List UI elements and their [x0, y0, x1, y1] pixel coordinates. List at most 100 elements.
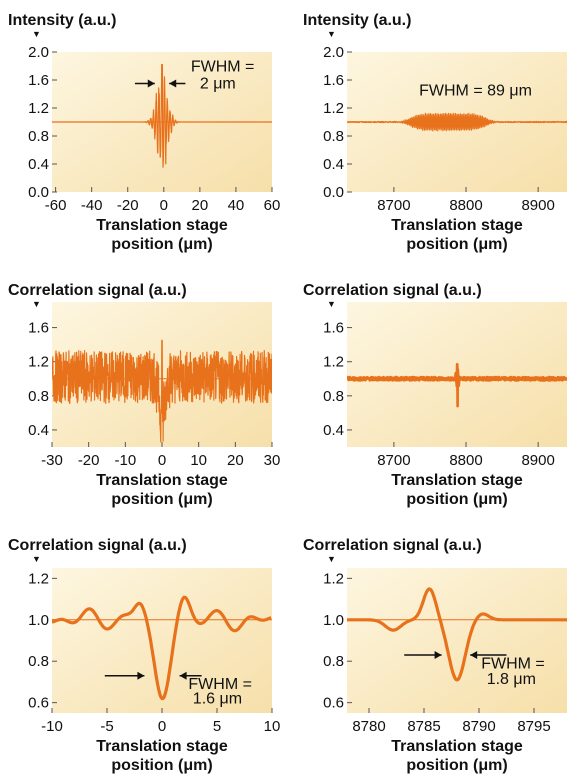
y-axis-label: Intensity (a.u.) [8, 12, 116, 29]
fwhm-annotation: FWHM = 89 μm [419, 82, 532, 99]
plot-area [347, 568, 567, 713]
x-tick-label: -30 [41, 452, 63, 469]
axis-marker-icon: ▼ [32, 299, 41, 309]
y-axis-label: Intensity (a.u.) [303, 12, 411, 29]
chart-panel-bottom-left: ▼Correlation signal (a.u.) 0.6 0.8 1.0 1.2 -1… [8, 537, 280, 774]
fwhm-annotation-line1: FWHM = [191, 59, 255, 76]
y-tick-label: 0.8 [323, 653, 344, 670]
x-axis-label-line1: Translation stage [391, 738, 523, 755]
chart-panel-top-left: ▼Intensity (a.u.) 0.0 0.4 0.8 1.2 1.6 2.0 -60 -4… [8, 12, 280, 253]
fwhm-annotation-line1: FWHM = [188, 676, 252, 693]
fwhm-annotation-line2: 2 μm [200, 75, 236, 92]
y-tick-label: 0.4 [28, 422, 49, 439]
x-tick-label: -10 [114, 452, 136, 469]
y-axis-label: Correlation signal (a.u.) [8, 282, 187, 299]
x-tick-label: 0 [158, 452, 166, 469]
x-tick-label: 8800 [449, 452, 482, 469]
chart-panel-middle-left: ▼Correlation signal (a.u.) 0.4 0.8 1.2 1.6 -3… [8, 282, 280, 508]
x-axis-label-line2: position (μm) [111, 757, 212, 774]
x-tick-label: 0 [160, 197, 168, 214]
y-tick-label: 0.4 [323, 422, 344, 439]
fwhm-arrow-left-head-icon [137, 671, 145, 680]
y-tick-label: 1.2 [28, 570, 49, 587]
fwhm-arrow-right-head-icon [169, 79, 177, 88]
x-axis-label-line2: position (μm) [406, 236, 507, 253]
x-tick-label: -20 [117, 197, 139, 214]
plot-area [52, 568, 272, 713]
y-tick-label: 0.8 [323, 128, 344, 145]
signal-trace [52, 595, 272, 701]
x-axis-label-line2: position (μm) [111, 236, 212, 253]
signal-trace [347, 363, 567, 408]
y-axis-label: Correlation signal (a.u.) [303, 537, 482, 554]
x-tick-label: 10 [264, 718, 281, 735]
y-tick-label: 1.2 [28, 100, 49, 117]
axis-marker-icon: ▼ [32, 29, 41, 39]
y-tick-label: 1.6 [323, 72, 344, 89]
x-tick-label: 8795 [517, 718, 550, 735]
x-tick-label: 30 [264, 452, 281, 469]
x-tick-label: 8800 [449, 197, 482, 214]
x-tick-label: -40 [81, 197, 103, 214]
x-tick-label: 8780 [352, 718, 385, 735]
y-tick-label: 1.2 [28, 354, 49, 371]
x-axis-label-line1: Translation stage [391, 217, 523, 234]
axis-marker-icon: ▼ [327, 554, 336, 564]
y-tick-label: 2.0 [28, 44, 49, 61]
y-tick-label: 1.0 [28, 612, 49, 629]
y-tick-label: 0.0 [28, 184, 49, 201]
axis-marker-icon: ▼ [32, 554, 41, 564]
y-tick-label: 0.4 [28, 156, 49, 173]
fwhm-annotation-line2: 1.8 μm [487, 671, 536, 688]
chart-panel-middle-right: ▼Correlation signal (a.u.) 0.4 0.8 1.2 1.6 87… [303, 282, 567, 508]
y-tick-label: 1.6 [28, 72, 49, 89]
fwhm-arrow-right-head-icon [179, 671, 187, 680]
x-tick-label: 8700 [377, 452, 410, 469]
y-tick-label: 0.8 [28, 388, 49, 405]
x-axis-label-line2: position (μm) [406, 757, 507, 774]
x-tick-label: -60 [45, 197, 67, 214]
x-axis-label-line2: position (μm) [111, 491, 212, 508]
fwhm-arrow-right-head-icon [470, 651, 478, 659]
fwhm-arrow-left-head-icon [434, 651, 442, 659]
x-tick-label: -5 [100, 718, 113, 735]
x-axis-label-line2: position (μm) [406, 491, 507, 508]
x-tick-label: 20 [192, 197, 209, 214]
signal-trace [52, 63, 272, 168]
x-axis-label-line1: Translation stage [96, 738, 228, 755]
y-tick-label: 0.6 [323, 695, 344, 712]
x-tick-label: 40 [228, 197, 245, 214]
x-tick-label: 8785 [407, 718, 440, 735]
y-tick-label: 1.2 [323, 354, 344, 371]
y-tick-label: 2.0 [323, 44, 344, 61]
y-tick-label: 0.0 [323, 184, 344, 201]
axis-marker-icon: ▼ [327, 299, 336, 309]
y-tick-label: 1.6 [323, 320, 344, 337]
fwhm-annotation-line1: FWHM = [481, 655, 545, 672]
y-tick-label: 1.2 [323, 100, 344, 117]
x-tick-label: 8900 [521, 197, 554, 214]
y-tick-label: 0.4 [323, 156, 344, 173]
x-tick-label: 8900 [521, 452, 554, 469]
y-tick-label: 1.0 [323, 612, 344, 629]
x-tick-label: 5 [213, 718, 221, 735]
x-axis-label-line1: Translation stage [391, 472, 523, 489]
y-tick-label: 0.8 [28, 653, 49, 670]
axis-marker-icon: ▼ [327, 29, 336, 39]
fwhm-arrow-left-head-icon [147, 79, 155, 88]
x-tick-label: 10 [190, 452, 207, 469]
y-axis-label: Correlation signal (a.u.) [8, 537, 187, 554]
x-tick-label: 8790 [462, 718, 495, 735]
y-tick-label: 0.8 [28, 128, 49, 145]
x-tick-label: -20 [78, 452, 100, 469]
x-tick-label: -10 [41, 718, 63, 735]
x-tick-label: 20 [227, 452, 244, 469]
x-axis-label-line1: Translation stage [96, 217, 228, 234]
y-tick-label: 0.6 [28, 695, 49, 712]
chart-panel-bottom-right: ▼Correlation signal (a.u.) 0.6 0.8 1.0 1.2 87… [303, 537, 567, 774]
x-tick-label: 60 [264, 197, 281, 214]
chart-panel-top-right: ▼Intensity (a.u.) 0.0 0.4 0.8 1.2 1.6 2.0 8700 8… [303, 12, 567, 253]
signal-trace [347, 587, 567, 682]
y-axis-label: Correlation signal (a.u.) [303, 282, 482, 299]
